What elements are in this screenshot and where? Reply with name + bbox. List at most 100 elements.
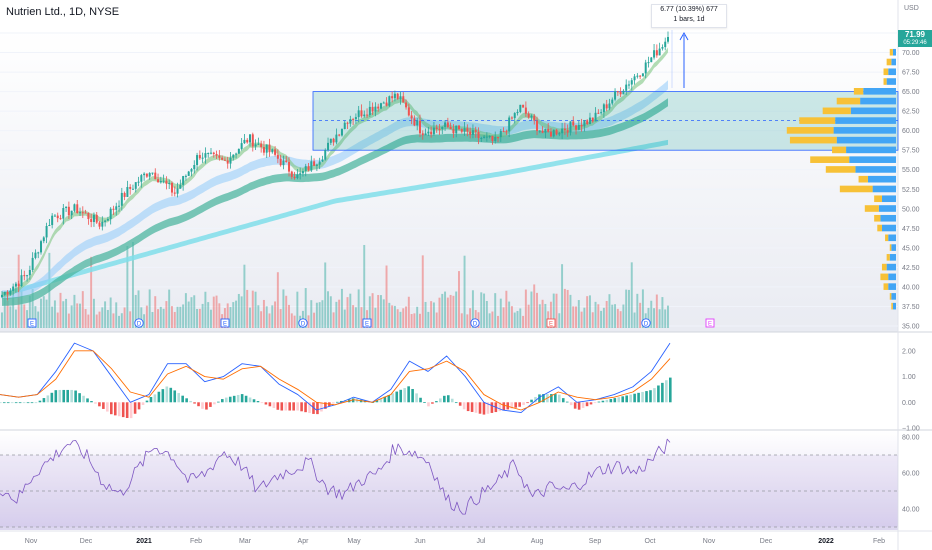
candle-body <box>374 106 377 112</box>
candle-body <box>176 188 179 194</box>
volume-bar <box>196 308 199 328</box>
macd-axis[interactable]: 2.00 1.00 0.00 −1.00 <box>902 348 920 432</box>
measure-change: 6.77 (10.39%) 677 <box>660 6 718 13</box>
macd-hist-bar <box>569 402 573 406</box>
measure-bars: 1 bars, 1d <box>673 16 705 23</box>
time-axis[interactable]: Nov Dec 2021 Feb Mar Apr May Jun Jul Aug Sep Oct Nov… <box>25 538 885 545</box>
candle-body <box>569 121 572 133</box>
macd-hist-bar <box>669 377 672 403</box>
candle-body <box>299 173 302 175</box>
candle-body <box>285 160 288 163</box>
macd-hist-bar <box>42 398 46 403</box>
macd-hist-bar <box>399 389 403 403</box>
price-tick-label: 65.00 <box>902 89 920 96</box>
volume-bar <box>288 304 290 328</box>
volume-profile <box>786 48 896 310</box>
candle-body <box>605 104 608 109</box>
macd-hist-bar <box>213 402 216 405</box>
candle-body <box>650 57 653 63</box>
candle-body <box>165 180 168 184</box>
candle-body <box>614 91 617 100</box>
macd-panel-bg <box>0 333 898 430</box>
time-tick-label: Jul <box>477 538 486 545</box>
candle-body <box>405 102 408 108</box>
macd-hist-bar <box>343 400 347 403</box>
volume-bar <box>262 299 265 328</box>
volume-bar <box>614 304 617 328</box>
candle-body <box>221 157 224 160</box>
measure-arrow[interactable] <box>671 30 689 88</box>
candle-body <box>37 252 40 254</box>
macd-hist-bar <box>423 402 426 403</box>
candle-body <box>416 120 419 126</box>
volume-profile-down <box>864 205 879 212</box>
macd-hist-bar <box>62 389 66 403</box>
macd-hist-bar <box>58 389 62 403</box>
volume-bar <box>352 305 355 328</box>
macd-hist-bar <box>565 401 569 403</box>
macd-hist-bar <box>419 397 422 403</box>
volume-bar <box>212 296 215 328</box>
volume-bar <box>661 297 664 328</box>
volume-bar <box>561 264 564 328</box>
price-axis[interactable]: 72.5070.0067.5065.0062.5060.0057.5055.00… <box>902 31 920 331</box>
macd-hist-bar <box>613 398 617 403</box>
candle-body <box>340 129 343 136</box>
candle-body <box>424 133 427 136</box>
candle-body <box>95 214 98 223</box>
macd-hist-bar <box>462 402 466 410</box>
volume-profile-up <box>835 117 896 124</box>
volume-bar <box>59 292 62 328</box>
volume-bar <box>544 303 547 328</box>
candle-body <box>193 164 196 170</box>
candle-body <box>393 93 396 99</box>
candle-body <box>558 133 561 135</box>
volume-bar <box>343 309 346 328</box>
price-tick-label: 57.50 <box>902 148 920 155</box>
candle-body <box>602 104 605 113</box>
candle-body <box>246 139 249 143</box>
macd-hist-bar <box>332 402 335 404</box>
candle-body <box>421 133 424 136</box>
volume-bar <box>664 309 667 328</box>
volume-bar <box>315 302 318 328</box>
macd-hist-bar <box>502 402 506 411</box>
volume-bar <box>575 306 577 328</box>
volume-bar <box>148 289 151 328</box>
candle-body <box>430 131 433 135</box>
volume-bar <box>324 262 327 328</box>
macd-hist-bar <box>276 402 280 410</box>
candle-body <box>20 275 23 287</box>
candle-body <box>290 171 293 177</box>
volume-profile-up <box>836 136 896 144</box>
volume-bar <box>619 311 622 328</box>
volume-bar <box>469 308 472 328</box>
dividend-marker <box>134 318 144 328</box>
volume-bar <box>485 301 488 328</box>
macd-hist-bar <box>435 401 438 403</box>
volume-bar <box>636 293 639 328</box>
volume-bar <box>627 289 630 328</box>
macd-hist-bar <box>10 402 14 404</box>
volume-bar <box>249 307 251 328</box>
candles <box>1 31 669 301</box>
volume-bar <box>115 302 118 328</box>
candle-body <box>282 160 285 166</box>
volume-bar <box>418 313 421 328</box>
volume-bar <box>555 293 558 328</box>
macd-lines <box>0 342 671 414</box>
candle-body <box>471 130 474 135</box>
macd-hist-bar <box>601 400 605 403</box>
macd-hist-bar <box>387 395 391 403</box>
candle-body <box>251 134 254 147</box>
candle-body <box>79 212 82 214</box>
price-tick-label: 55.00 <box>902 167 920 174</box>
macd-hist-bar <box>375 400 379 403</box>
volume-bar <box>541 299 544 328</box>
volume-profile-up <box>892 48 896 56</box>
volume-bar <box>577 300 580 328</box>
volume-bar <box>466 314 469 328</box>
rsi-axis[interactable]: 80.00 60.00 40.00 <box>902 435 920 514</box>
